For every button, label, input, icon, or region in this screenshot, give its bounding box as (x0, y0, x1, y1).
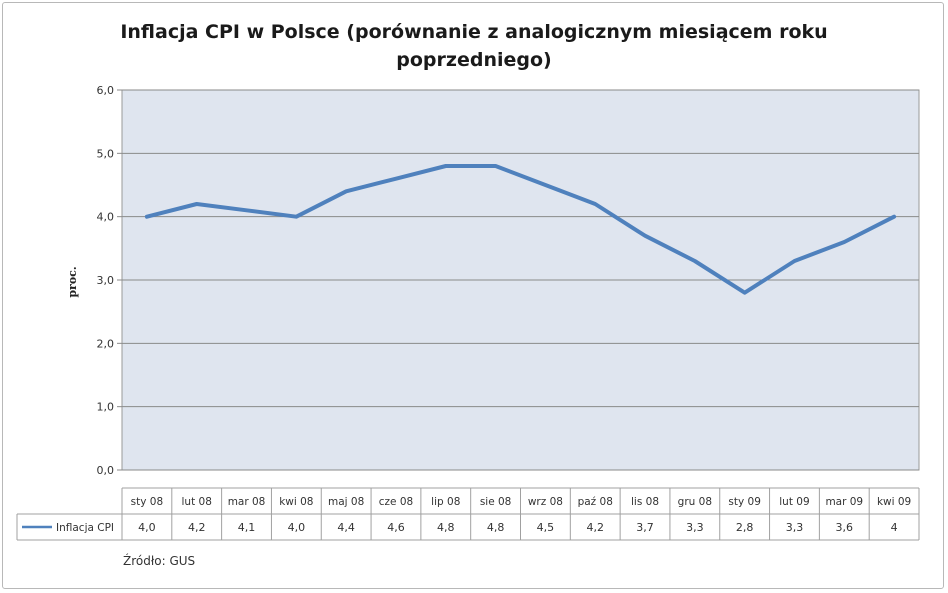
y-tick-label: 1,0 (97, 401, 115, 414)
y-axis-label: proc. (66, 266, 79, 297)
y-axis-ticks: 0,0 1,0 2,0 3,0 4,0 5,0 6,0 (97, 84, 122, 477)
data-label: 4,0 (138, 521, 156, 534)
y-tick-label: 5,0 (97, 147, 115, 160)
data-label: 2,8 (736, 521, 754, 534)
data-label: 4,5 (537, 521, 555, 534)
data-label: 4,4 (337, 521, 355, 534)
data-label: 3,7 (636, 521, 654, 534)
x-category-label: paź 08 (578, 496, 613, 508)
x-category-label: lut 09 (779, 496, 809, 508)
chart-title: Inflacja CPI w Polsce (porównanie z anal… (0, 18, 948, 74)
data-label: 3,3 (786, 521, 804, 534)
x-category-label: sie 08 (480, 496, 512, 508)
x-category-label: maj 08 (328, 496, 364, 508)
x-category-label: kwi 09 (877, 496, 911, 508)
x-category-label: kwi 08 (279, 496, 313, 508)
data-label: 3,6 (836, 521, 854, 534)
x-category-label: sty 08 (131, 496, 164, 508)
series-inflacja-cpi (144, 164, 897, 295)
x-category-label: lut 08 (182, 496, 212, 508)
y-tick-label: 6,0 (97, 84, 115, 97)
data-label: 4,8 (437, 521, 455, 534)
y-tick-label: 2,0 (97, 337, 115, 350)
y-tick-label: 3,0 (97, 274, 115, 287)
x-category-label: wrz 08 (528, 496, 563, 508)
chart-title-line-1: Inflacja CPI w Polsce (porównanie z anal… (120, 21, 828, 43)
x-category-label: lip 08 (431, 496, 460, 508)
x-category-label: mar 09 (825, 496, 863, 508)
x-category-label: cze 08 (379, 496, 413, 508)
legend-label: Inflacja CPI (56, 522, 114, 534)
gridlines (122, 89, 919, 471)
data-label: 4,8 (487, 521, 505, 534)
data-label: 3,3 (686, 521, 704, 534)
data-label: 4,2 (586, 521, 604, 534)
data-label: 4,2 (188, 521, 206, 534)
data-label: 4,6 (387, 521, 405, 534)
data-label: 4,0 (288, 521, 306, 534)
x-category-label: lis 08 (631, 496, 659, 508)
x-category-label: gru 08 (678, 496, 712, 508)
y-tick-label: 4,0 (97, 211, 115, 224)
data-table: sty 08 lut 08 mar 08 kwi 08 maj 08 cze 08 lip … (16, 487, 920, 541)
data-label: 4,1 (238, 521, 256, 534)
y-tick-label: 0,0 (97, 464, 115, 477)
x-category-label: sty 09 (728, 496, 761, 508)
series-line (144, 164, 897, 295)
chart-title-line-2: poprzedniego) (396, 49, 552, 71)
source-note: Źródło: GUS (123, 554, 196, 568)
x-category-label: mar 08 (228, 496, 266, 508)
data-label: 4 (891, 521, 898, 534)
